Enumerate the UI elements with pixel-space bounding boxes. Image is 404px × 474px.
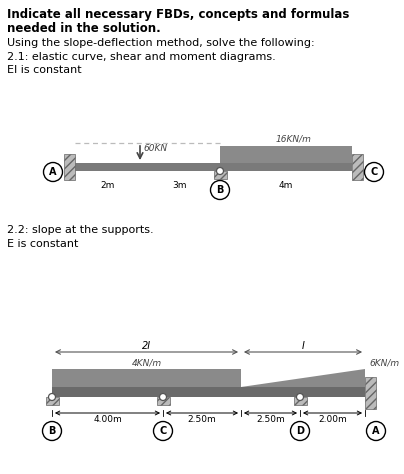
Text: B: B <box>48 426 56 436</box>
Text: 4m: 4m <box>279 181 293 190</box>
Text: EI is constant: EI is constant <box>7 65 82 75</box>
Circle shape <box>160 393 166 401</box>
Circle shape <box>44 163 63 182</box>
Text: I: I <box>301 341 305 351</box>
Text: 2.50m: 2.50m <box>256 415 285 424</box>
Circle shape <box>290 421 309 440</box>
Bar <box>64 154 75 180</box>
Circle shape <box>48 393 55 401</box>
Text: C: C <box>370 167 378 177</box>
Bar <box>365 377 376 409</box>
Text: 4.00m: 4.00m <box>93 415 122 424</box>
Text: Using the slope-deflection method, solve the following:: Using the slope-deflection method, solve… <box>7 38 315 48</box>
Text: 3m: 3m <box>173 181 187 190</box>
Bar <box>294 397 307 405</box>
Bar <box>220 163 352 171</box>
Text: A: A <box>372 426 380 436</box>
Text: 60KN: 60KN <box>143 144 167 153</box>
Circle shape <box>364 163 383 182</box>
Text: A: A <box>49 167 57 177</box>
Bar <box>220 146 352 163</box>
Text: 2.00m: 2.00m <box>318 415 347 424</box>
Bar <box>52 387 365 397</box>
Text: D: D <box>296 426 304 436</box>
Circle shape <box>297 393 303 401</box>
Bar <box>46 397 59 405</box>
Bar <box>352 154 363 180</box>
Text: 16KN/m: 16KN/m <box>276 135 312 144</box>
Text: B: B <box>216 185 224 195</box>
Text: needed in the solution.: needed in the solution. <box>7 22 161 35</box>
Text: 2.50m: 2.50m <box>187 415 217 424</box>
Polygon shape <box>241 369 365 387</box>
Text: E is constant: E is constant <box>7 239 78 249</box>
Text: 6KN/m: 6KN/m <box>369 358 399 367</box>
Circle shape <box>366 421 385 440</box>
Circle shape <box>210 181 229 200</box>
Text: 2.1: elastic curve, shear and moment diagrams.: 2.1: elastic curve, shear and moment dia… <box>7 52 276 62</box>
Text: 2I: 2I <box>142 341 151 351</box>
Text: C: C <box>159 426 166 436</box>
Text: 2.2: slope at the supports.: 2.2: slope at the supports. <box>7 225 154 235</box>
Text: Indicate all necessary FBDs, concepts and formulas: Indicate all necessary FBDs, concepts an… <box>7 8 349 21</box>
Bar <box>75 163 220 171</box>
Circle shape <box>217 167 223 174</box>
Circle shape <box>42 421 61 440</box>
Text: 4KN/m: 4KN/m <box>131 358 162 367</box>
Bar <box>52 369 241 387</box>
Bar <box>214 171 227 179</box>
Circle shape <box>154 421 173 440</box>
Bar <box>157 397 170 405</box>
Text: 2m: 2m <box>100 181 115 190</box>
